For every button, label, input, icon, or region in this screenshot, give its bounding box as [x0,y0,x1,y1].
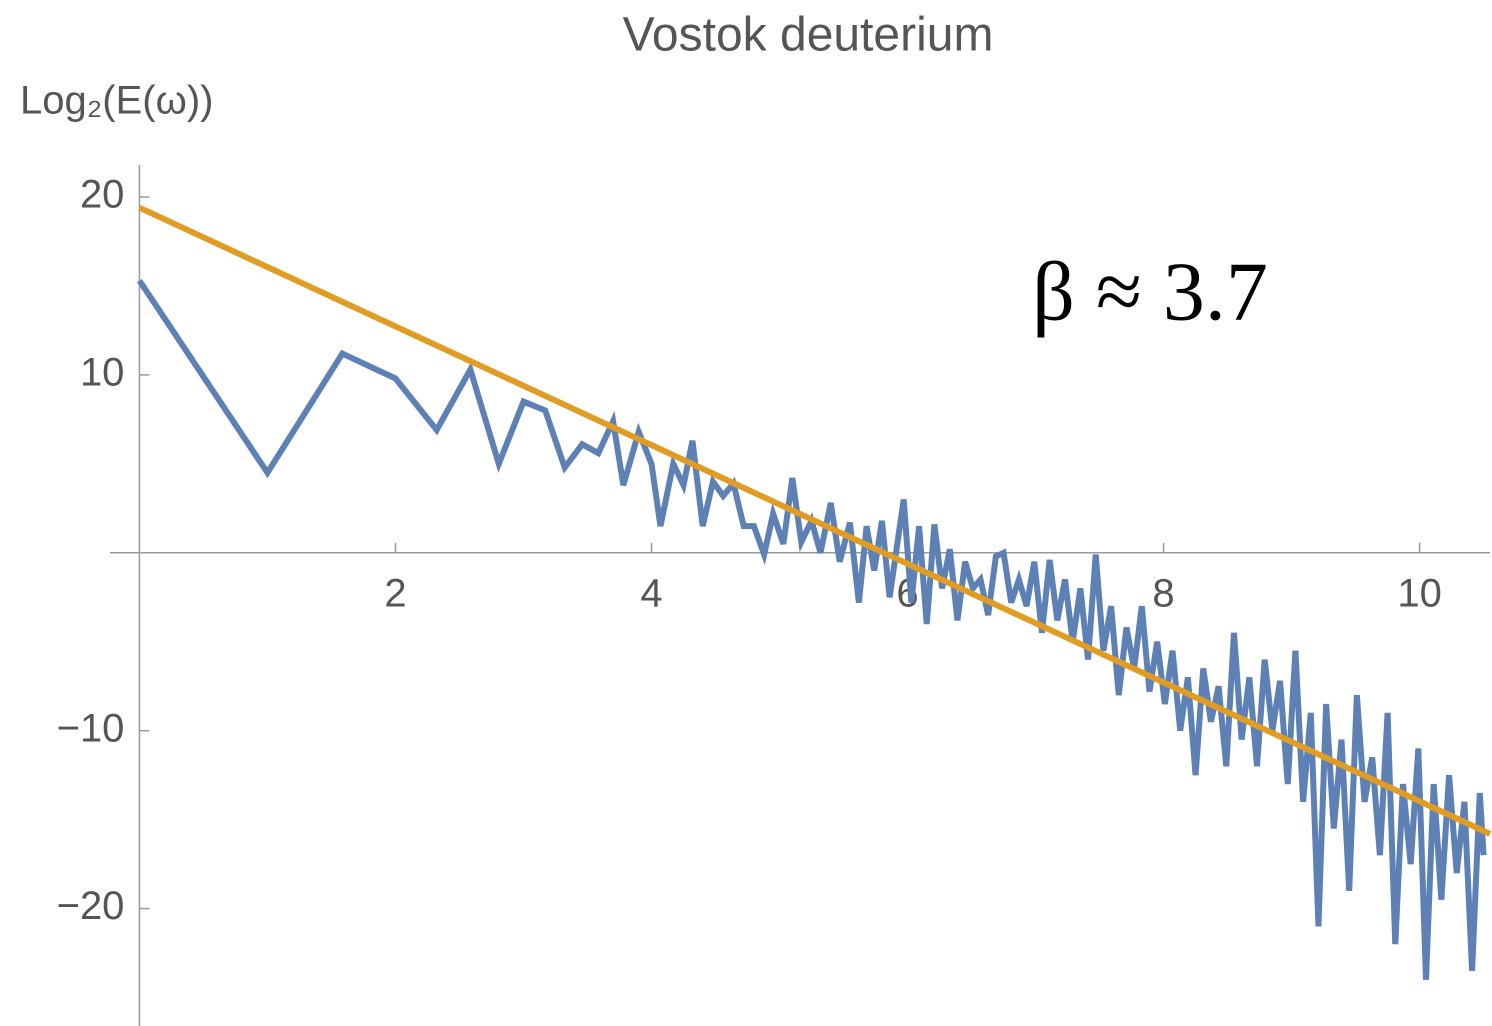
x-tick-label: 10 [1397,571,1442,615]
chart-title: Vostok deuterium [623,9,994,62]
series-line [138,204,1492,837]
y-tick-label: −20 [57,884,125,928]
y-tick-label: −10 [57,706,125,750]
x-tick-label: 2 [384,571,406,615]
y-axis-label: Log₂(E(ω)) [20,79,213,123]
x-tick-label: 4 [640,571,662,615]
y-tick-label: 10 [80,350,125,394]
y-tick-label: 20 [80,173,125,217]
x-tick-label: 8 [1152,571,1174,615]
series-line [136,278,1487,980]
annotation: β ≈ 3.7 [1032,245,1268,338]
